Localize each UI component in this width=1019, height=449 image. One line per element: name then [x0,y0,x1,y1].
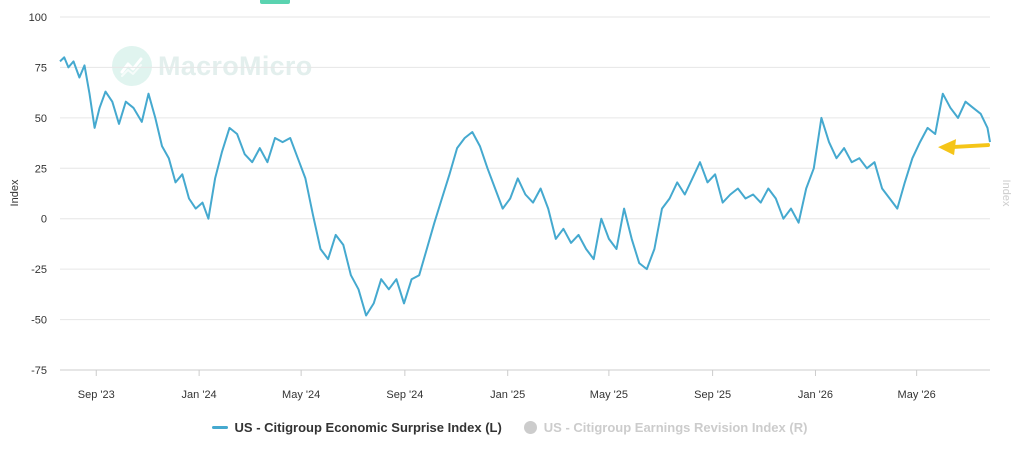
annotation-arrow [938,139,991,156]
watermark: MacroMicro [112,46,313,86]
legend-dot-swatch [523,421,537,434]
x-axis-ticks: Sep '23 Jan '24 May '24 Sep '24 Jan '25 May '… [78,370,936,401]
legend-label: US - Citigroup Earnings Revision Index (… [543,420,808,435]
x-tick-label: May '24 [282,389,320,401]
legend-item-earnings-revision[interactable]: US - Citigroup Earnings Revision Index (… [523,420,808,435]
annotation-arrow-shaft [950,143,991,150]
annotation-arrow-head [938,139,957,156]
x-tick-label: Sep '24 [386,389,423,401]
y-tick-label: 0 [41,214,47,226]
legend-item-economic-surprise[interactable]: US - Citigroup Economic Surprise Index (… [211,420,502,435]
top-crop-remnant [200,0,360,4]
x-tick-label: Jan '25 [490,389,525,401]
x-tick-label: May '25 [590,389,628,401]
y-axis-ticks: 100 75 50 25 0 -25 -50 -75 [29,12,47,377]
y-tick-label: -50 [31,315,47,327]
watermark-text: MacroMicro [158,50,313,81]
legend: US - Citigroup Economic Surprise Index (… [0,420,1019,435]
x-tick-label: Sep '23 [78,389,115,401]
x-tick-label: May '26 [898,389,936,401]
x-tick-label: Sep '25 [694,389,731,401]
y2-axis-title: Index [1000,180,1012,207]
macromicro-logo-icon [112,46,152,86]
gridlines [60,16,990,321]
y-tick-label: -25 [31,264,47,276]
y-axis-title: Index [9,179,21,206]
y-tick-label: 25 [35,163,47,175]
line-chart: 100 75 50 25 0 -25 -50 -75 Sep '23 Jan '24 May '2… [9,12,1012,401]
y-tick-label: 75 [35,62,47,74]
x-tick-label: Jan '24 [182,389,217,401]
y-tick-label: -75 [31,365,47,377]
x-tick-label: Jan '26 [798,389,833,401]
legend-label: US - Citigroup Economic Surprise Index (… [234,420,502,435]
series-line-economic-surprise [59,56,991,317]
y-tick-label: 100 [29,12,47,24]
y-tick-label: 50 [35,113,47,125]
legend-line-swatch [211,426,228,429]
